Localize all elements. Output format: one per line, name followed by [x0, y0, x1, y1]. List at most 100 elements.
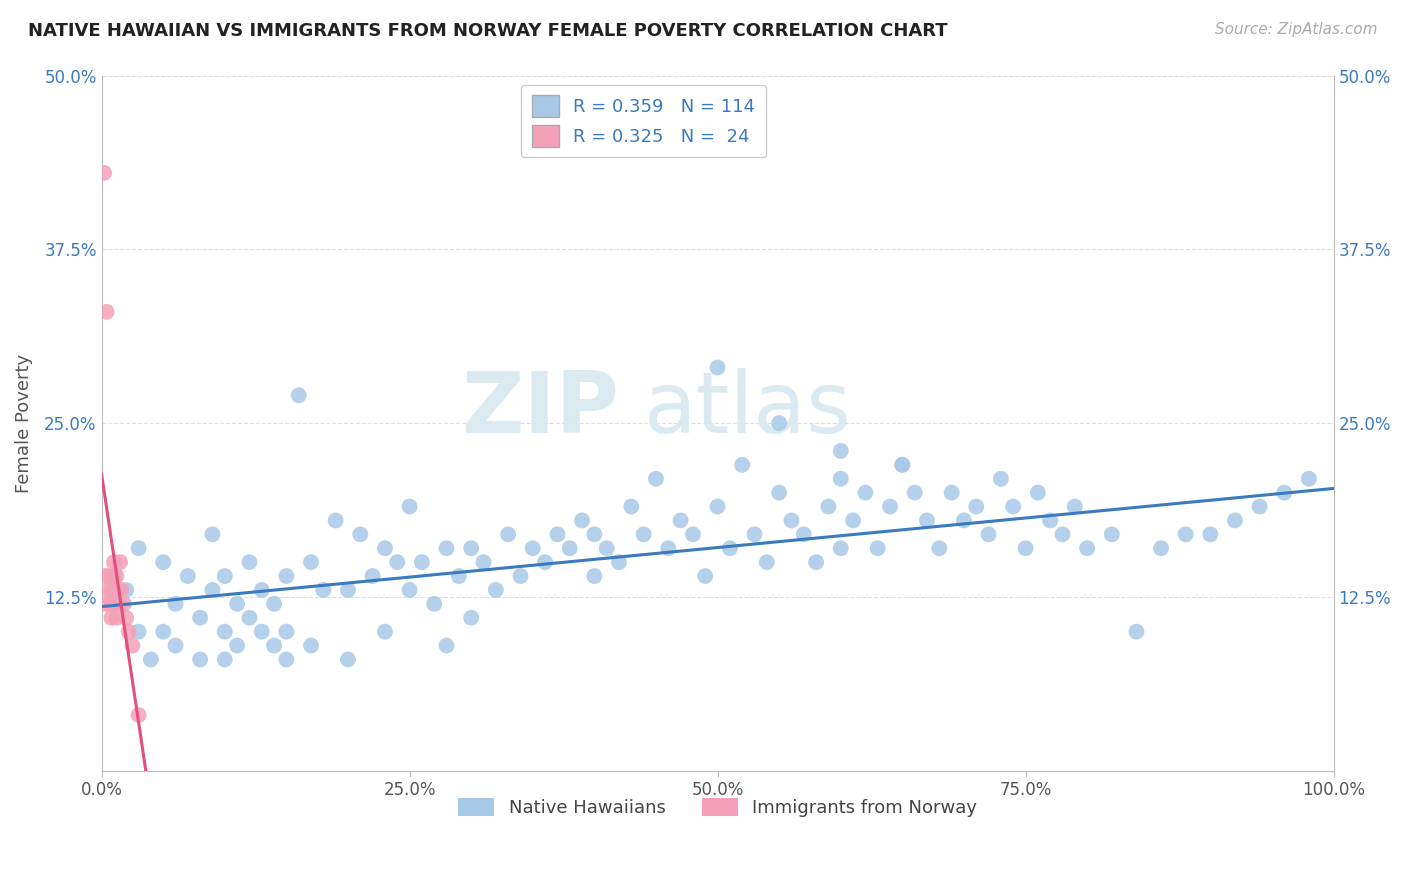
Point	[1150, 541, 1173, 556]
Point	[633, 527, 655, 541]
Point	[105, 569, 128, 583]
Y-axis label: Female Poverty: Female Poverty	[15, 353, 32, 492]
Point	[953, 513, 976, 527]
Point	[188, 652, 211, 666]
Point	[398, 500, 420, 514]
Point	[188, 611, 211, 625]
Point	[853, 485, 876, 500]
Point	[472, 555, 495, 569]
Point	[128, 541, 150, 556]
Point	[238, 555, 260, 569]
Point	[1298, 472, 1320, 486]
Point	[842, 513, 865, 527]
Point	[744, 527, 766, 541]
Point	[891, 458, 914, 472]
Point	[201, 582, 224, 597]
Legend: Native Hawaiians, Immigrants from Norway: Native Hawaiians, Immigrants from Norway	[451, 790, 984, 824]
Point	[460, 541, 482, 556]
Point	[793, 527, 815, 541]
Point	[1063, 500, 1085, 514]
Point	[768, 485, 790, 500]
Point	[706, 360, 728, 375]
Point	[780, 513, 803, 527]
Point	[103, 569, 125, 583]
Point	[115, 582, 138, 597]
Point	[645, 472, 668, 486]
Point	[1014, 541, 1036, 556]
Point	[128, 624, 150, 639]
Point	[299, 555, 322, 569]
Point	[657, 541, 679, 556]
Point	[374, 541, 396, 556]
Text: atlas: atlas	[644, 368, 852, 450]
Point	[485, 582, 508, 597]
Point	[1223, 513, 1246, 527]
Point	[152, 555, 174, 569]
Point	[94, 569, 117, 583]
Point	[152, 624, 174, 639]
Point	[695, 569, 717, 583]
Point	[879, 500, 901, 514]
Point	[250, 582, 273, 597]
Point	[96, 305, 118, 319]
Point	[436, 541, 458, 556]
Point	[755, 555, 778, 569]
Point	[1174, 527, 1197, 541]
Point	[287, 388, 309, 402]
Point	[411, 555, 433, 569]
Point	[226, 597, 249, 611]
Point	[214, 569, 236, 583]
Point	[93, 166, 115, 180]
Point	[1026, 485, 1049, 500]
Point	[558, 541, 581, 556]
Point	[915, 513, 938, 527]
Point	[121, 639, 143, 653]
Point	[977, 527, 1000, 541]
Point	[768, 416, 790, 430]
Point	[830, 472, 852, 486]
Point	[299, 639, 322, 653]
Point	[226, 639, 249, 653]
Point	[108, 597, 131, 611]
Point	[731, 458, 754, 472]
Point	[312, 582, 335, 597]
Point	[139, 652, 162, 666]
Point	[201, 527, 224, 541]
Point	[460, 611, 482, 625]
Point	[1272, 485, 1295, 500]
Point	[546, 527, 568, 541]
Point	[669, 513, 692, 527]
Point	[97, 569, 120, 583]
Point	[110, 582, 132, 597]
Text: NATIVE HAWAIIAN VS IMMIGRANTS FROM NORWAY FEMALE POVERTY CORRELATION CHART: NATIVE HAWAIIAN VS IMMIGRANTS FROM NORWA…	[28, 22, 948, 40]
Point	[965, 500, 987, 514]
Point	[112, 597, 135, 611]
Point	[583, 569, 606, 583]
Point	[522, 541, 544, 556]
Point	[1002, 500, 1025, 514]
Point	[387, 555, 409, 569]
Point	[374, 624, 396, 639]
Point	[891, 458, 914, 472]
Text: Source: ZipAtlas.com: Source: ZipAtlas.com	[1215, 22, 1378, 37]
Point	[436, 639, 458, 653]
Point	[817, 500, 839, 514]
Point	[534, 555, 557, 569]
Point	[447, 569, 470, 583]
Point	[103, 555, 125, 569]
Point	[103, 597, 125, 611]
Point	[1249, 500, 1271, 514]
Point	[98, 597, 121, 611]
Point	[1039, 513, 1062, 527]
Point	[804, 555, 827, 569]
Point	[830, 444, 852, 458]
Point	[276, 652, 298, 666]
Point	[830, 541, 852, 556]
Point	[107, 582, 129, 597]
Point	[214, 624, 236, 639]
Point	[1052, 527, 1074, 541]
Point	[100, 582, 122, 597]
Point	[607, 555, 630, 569]
Point	[325, 513, 347, 527]
Point	[104, 582, 127, 597]
